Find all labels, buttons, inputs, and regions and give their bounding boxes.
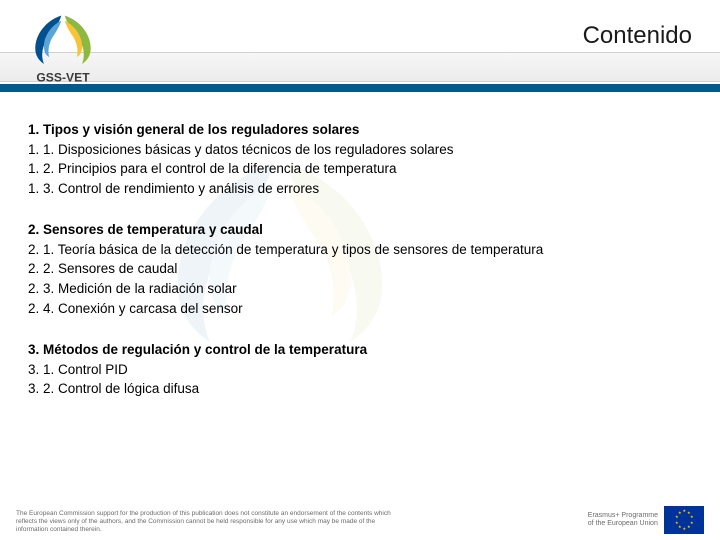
content-body: 1. Tipos y visión general de los regulad… — [28, 120, 692, 421]
section-1: 1. Tipos y visión general de los regulad… — [28, 120, 692, 198]
section-item: 3. 1. Control PID — [28, 360, 692, 380]
header-stripe — [0, 52, 720, 82]
slide-header: GSS-VET Contenido — [0, 0, 720, 100]
section-title: 1. Tipos y visión general de los regulad… — [28, 120, 692, 140]
section-3: 3. Métodos de regulación y control de la… — [28, 340, 692, 399]
gss-vet-logo: GSS-VET — [18, 12, 108, 90]
eu-flag-icon: ★ ★ ★ ★ ★ ★ ★ ★ ★ ★ — [664, 506, 704, 534]
section-item: 2. 2. Sensores de caudal — [28, 259, 692, 279]
section-item: 3. 2. Control de lógica difusa — [28, 379, 692, 399]
eu-programme-text: Erasmus+ Programme of the European Union — [588, 512, 658, 529]
section-title: 2. Sensores de temperatura y caudal — [28, 220, 692, 240]
section-title: 3. Métodos de regulación y control de la… — [28, 340, 692, 360]
eu-line2: of the European Union — [588, 520, 658, 528]
section-item: 2. 3. Medición de la radiación solar — [28, 279, 692, 299]
section-item: 1. 1. Disposiciones básicas y datos técn… — [28, 140, 692, 160]
section-item: 1. 2. Principios para el control de la d… — [28, 159, 692, 179]
section-item: 1. 3. Control de rendimiento y análisis … — [28, 179, 692, 199]
logo-text: GSS-VET — [36, 70, 90, 84]
slide-footer: The European Commission support for the … — [16, 490, 704, 534]
eu-line1: Erasmus+ Programme — [588, 512, 658, 520]
header-bar — [0, 84, 720, 92]
disclaimer-text: The European Commission support for the … — [16, 510, 396, 534]
section-2: 2. Sensores de temperatura y caudal 2. 1… — [28, 220, 692, 318]
section-item: 2. 1. Teoría básica de la detección de t… — [28, 240, 692, 260]
slide-title: Contenido — [583, 22, 692, 50]
section-item: 2. 4. Conexión y carcasa del sensor — [28, 299, 692, 319]
eu-cofunded-block: Erasmus+ Programme of the European Union… — [588, 506, 704, 534]
